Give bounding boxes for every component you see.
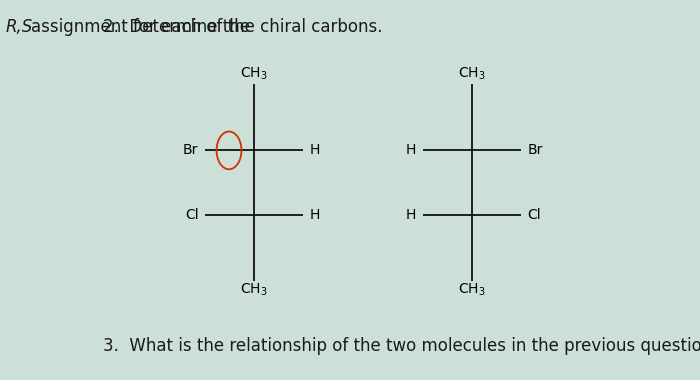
Text: Br: Br (527, 143, 542, 157)
Text: 2.  Determine the: 2. Determine the (0, 379, 1, 380)
Text: CH$_3$: CH$_3$ (458, 282, 486, 298)
Text: Cl: Cl (185, 207, 198, 222)
Text: H: H (309, 143, 320, 157)
Text: assignment for each of the chiral carbons.: assignment for each of the chiral carbon… (32, 18, 383, 36)
Text: CH$_3$: CH$_3$ (240, 66, 267, 82)
Text: 2.  Determine the: 2. Determine the (104, 18, 256, 36)
Text: CH$_3$: CH$_3$ (240, 282, 267, 298)
Text: H: H (406, 207, 416, 222)
Text: 3.  What is the relationship of the two molecules in the previous question?: 3. What is the relationship of the two m… (104, 337, 700, 355)
Text: CH$_3$: CH$_3$ (458, 66, 486, 82)
Text: H: H (406, 143, 416, 157)
Text: Br: Br (183, 143, 198, 157)
Text: Cl: Cl (527, 207, 541, 222)
Text: H: H (309, 207, 320, 222)
Text: R,S: R,S (5, 18, 32, 36)
